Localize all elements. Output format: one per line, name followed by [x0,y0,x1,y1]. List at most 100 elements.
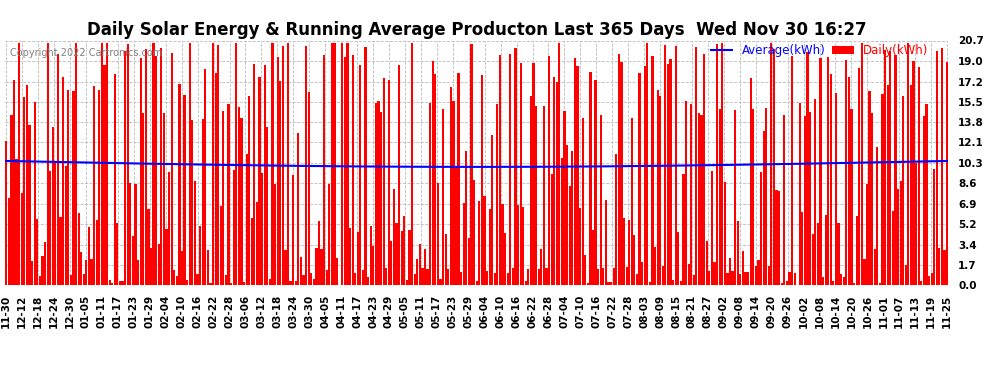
Bar [329,184,331,285]
Bar [646,43,648,285]
Bar [847,77,850,285]
Bar [940,48,943,285]
Bar [618,54,620,285]
Bar [853,284,855,285]
Bar [538,269,540,285]
Bar [724,182,726,285]
Bar [403,216,406,285]
Bar [111,283,113,285]
Bar [574,58,576,285]
Bar [155,56,157,285]
Bar [137,261,140,285]
Bar [592,230,594,285]
Bar [734,110,737,285]
Bar [37,219,39,285]
Bar [716,44,718,285]
Bar [693,275,695,285]
Bar [732,271,734,285]
Bar [915,162,917,285]
Bar [807,52,809,285]
Bar [545,268,547,285]
Bar [740,274,742,285]
Bar [455,167,457,285]
Bar [225,274,227,285]
Bar [788,272,791,285]
Bar [313,279,315,285]
Bar [507,273,509,285]
Bar [682,174,684,285]
Bar [199,226,201,285]
Bar [636,274,638,285]
Bar [409,230,411,285]
Bar [721,43,724,285]
Bar [791,56,793,285]
Bar [194,181,196,285]
Bar [255,202,258,285]
Bar [69,275,72,285]
Bar [385,268,387,285]
Bar [520,63,522,285]
Bar [884,50,886,285]
Bar [310,273,313,285]
Bar [21,193,23,285]
Bar [566,145,568,285]
Bar [576,66,578,285]
Bar [346,43,348,285]
Bar [250,218,252,285]
Bar [913,61,915,285]
Bar [297,133,299,285]
Bar [342,43,344,285]
Bar [850,110,852,285]
Bar [39,276,41,285]
Bar [701,115,703,285]
Bar [149,248,152,285]
Bar [669,59,671,285]
Bar [162,112,165,285]
Bar [501,204,504,285]
Bar [910,85,912,285]
Bar [31,261,34,285]
Bar [703,54,705,285]
Bar [42,256,44,285]
Bar [814,99,817,285]
Bar [809,112,811,285]
Bar [547,56,550,285]
Bar [323,55,326,285]
Bar [931,273,933,285]
Bar [331,43,333,285]
Bar [228,104,230,285]
Bar [543,106,545,285]
Bar [445,234,446,285]
Bar [23,97,26,285]
Bar [488,209,491,285]
Bar [634,235,636,285]
Bar [481,75,483,285]
Bar [581,118,584,285]
Bar [711,171,713,285]
Bar [157,243,159,285]
Bar [783,116,785,285]
Bar [377,101,379,285]
Bar [263,64,266,285]
Bar [295,281,297,285]
Bar [530,96,532,285]
Bar [841,274,842,285]
Bar [292,175,294,285]
Bar [887,85,889,285]
Bar [473,180,475,285]
Bar [605,200,607,285]
Bar [103,65,106,285]
Bar [757,260,759,285]
Bar [452,101,454,285]
Bar [749,78,751,285]
Bar [762,131,764,285]
Bar [780,283,783,285]
Bar [287,43,289,285]
Bar [359,65,361,285]
Bar [165,229,167,285]
Bar [830,74,832,285]
Bar [398,65,400,285]
Bar [183,95,186,285]
Bar [101,43,103,285]
Bar [114,74,116,285]
